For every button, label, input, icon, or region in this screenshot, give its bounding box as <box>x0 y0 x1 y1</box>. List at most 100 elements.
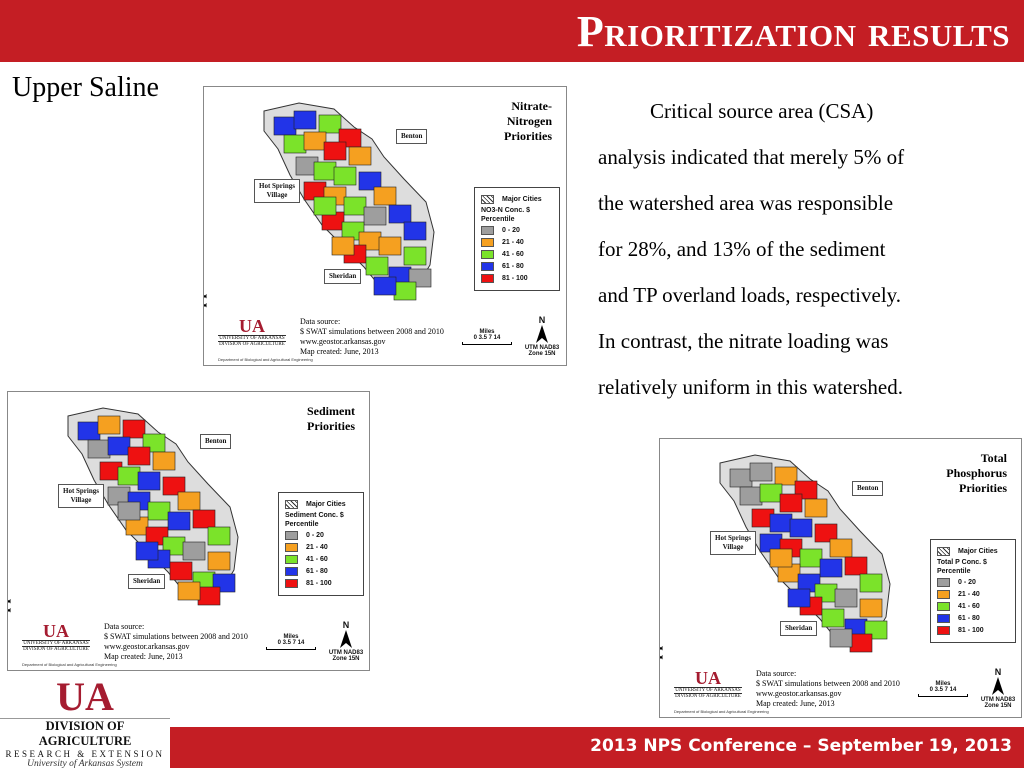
subbasin <box>182 541 206 561</box>
body-line: and TP overland loads, respectively. <box>598 283 902 307</box>
legend-swatch <box>285 531 298 540</box>
legend-class: 81 - 100 <box>502 275 528 282</box>
legend-class: 81 - 100 <box>306 580 332 587</box>
legend-major-cities: Major Cities <box>958 548 998 555</box>
callout-hot-springs: Hot Springs Village <box>710 531 756 555</box>
utm-line-2: Zone 15N <box>528 351 556 357</box>
subbasin <box>859 598 883 618</box>
subbasin <box>388 204 412 224</box>
legend-conc: NO3-N Conc. $ <box>481 207 531 214</box>
data-source-line: Map created: June, 2013 <box>756 699 835 708</box>
map-title-line: Nitrogen <box>506 114 552 128</box>
legend-class: 21 - 40 <box>958 591 980 598</box>
legend-swatch <box>481 238 494 247</box>
footer-text: 2013 NPS Conference – September 19, 2013 <box>590 736 1012 756</box>
brand-line-3: University of Arkansas System <box>27 759 143 768</box>
callout-sheridan: Sheridan <box>780 621 818 636</box>
department-credit: Department of Biological and Agricultura… <box>22 662 117 667</box>
subbasin <box>77 421 101 441</box>
subbasin <box>787 588 811 608</box>
map-title-line: Sediment <box>307 404 355 418</box>
legend-class: 0 - 20 <box>958 579 976 586</box>
data-source-line: www.geostor.arkansas.gov <box>104 642 190 651</box>
watershed-map <box>263 102 435 301</box>
legend-swatch <box>285 555 298 564</box>
subbasin <box>759 483 783 503</box>
subbasin <box>331 236 355 256</box>
data-source-line: Data source: <box>104 622 145 631</box>
body-paragraph: Critical source area (CSA) analysis indi… <box>598 88 998 410</box>
map-title-line: Priorities <box>307 419 355 433</box>
legend-swatch <box>937 578 950 587</box>
data-source-line: $ SWAT simulations between 2008 and 2010 <box>300 327 444 336</box>
callout-hot-springs: Hot Springs Village <box>58 484 104 508</box>
callout-hot-springs: Hot Springs Village <box>254 179 300 203</box>
phosphorus-map-panel: Upper Saline River Watershed Total Phospho… <box>659 438 1022 718</box>
ua-logo: UA <box>56 674 114 719</box>
subbasin <box>749 462 773 482</box>
map-title-line: Priorities <box>959 481 1007 495</box>
body-line: the watershed area was responsible <box>598 191 894 215</box>
callout-sheridan: Sheridan <box>324 269 362 284</box>
legend-conc: Total P Conc. $ <box>937 559 987 566</box>
title-bar: Prioritization results <box>0 0 1024 62</box>
map-legend: Major Cities Sediment Conc. $ Percentile 0 … <box>278 492 364 596</box>
footer-bar: 2013 NPS Conference – September 19, 2013 <box>170 727 1024 768</box>
subbasin <box>804 498 828 518</box>
ua-logo-mark: UA <box>239 316 265 336</box>
callout-benton: Benton <box>396 129 428 144</box>
body-line: for 28%, and 13% of the sediment <box>598 237 886 261</box>
subbasin <box>169 561 193 581</box>
subbasin <box>859 573 883 593</box>
ua-logo-mark: UA <box>43 621 69 641</box>
legend-class: 81 - 100 <box>958 627 984 634</box>
data-source: Data source: $ SWAT simulations between 2… <box>104 622 248 662</box>
legend-swatch <box>937 590 950 599</box>
subbasin <box>167 511 191 531</box>
subbasin <box>318 114 342 134</box>
legend-swatch <box>481 226 494 235</box>
subbasin <box>403 221 427 241</box>
subbasin <box>197 586 221 606</box>
slide-title: Prioritization results <box>576 7 1010 56</box>
map-title: Nitrate- Nitrogen Priorities <box>504 99 552 144</box>
data-source-line: Map created: June, 2013 <box>300 347 379 356</box>
subbasin <box>829 538 853 558</box>
legend-percentile: Percentile <box>285 521 319 528</box>
scale-bar: Miles 0 3.5 7 14 <box>462 329 512 346</box>
subbasin <box>192 509 216 529</box>
subbasin <box>137 471 161 491</box>
legend-swatch <box>937 626 950 635</box>
subbasin <box>365 256 389 276</box>
subbasin <box>799 548 823 568</box>
subbasin <box>403 246 427 266</box>
legend-class: 61 - 80 <box>502 263 524 270</box>
department-credit: Department of Biological and Agricultura… <box>218 357 313 362</box>
hatch-swatch <box>285 500 298 509</box>
legend-swatch <box>481 262 494 271</box>
data-source: Data source: $ SWAT simulations between 2… <box>300 317 444 357</box>
subbasin <box>273 116 297 136</box>
legend-class: 0 - 20 <box>306 532 324 539</box>
subbasin <box>829 628 853 648</box>
subbasin <box>779 493 803 513</box>
body-line: Critical source area (CSA) <box>650 99 874 123</box>
subbasin <box>343 196 367 216</box>
subbasin <box>117 501 141 521</box>
data-source-line: $ SWAT simulations between 2008 and 2010 <box>104 632 248 641</box>
subbasin <box>162 476 186 496</box>
legend-swatch <box>937 614 950 623</box>
scale-ticks: 0 3.5 7 14 <box>929 687 957 693</box>
ua-logo-line-2: DIVISION OF AGRICULTURE <box>675 694 741 699</box>
legend-class: 21 - 40 <box>306 544 328 551</box>
map-title-line: Total <box>980 451 1007 465</box>
north-arrow: N UTM NAD83 Zone 15N <box>978 667 1018 709</box>
subbasin <box>152 451 176 471</box>
utm-line-1: UTM NAD83 <box>980 697 1016 703</box>
utm-line-2: Zone 15N <box>332 656 360 662</box>
legend-swatch <box>937 602 950 611</box>
subbasin <box>127 446 151 466</box>
legend-class: 41 - 60 <box>502 251 524 258</box>
subbasin <box>789 518 813 538</box>
north-letter: N <box>342 620 350 630</box>
